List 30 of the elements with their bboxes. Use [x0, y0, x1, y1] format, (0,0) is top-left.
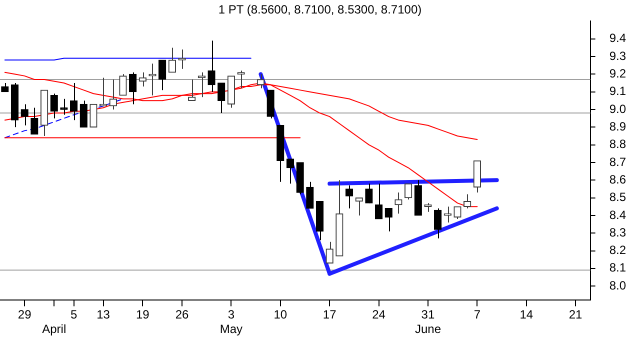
y-tick-label: 8.8: [609, 137, 626, 152]
x-tick-label: 10: [274, 308, 288, 322]
y-tick-label: 9.4: [609, 31, 626, 46]
y-tick-label: 8.5: [609, 190, 626, 204]
y-tick-label: 8.7: [609, 154, 626, 169]
x-tick-label: 26: [175, 308, 190, 322]
y-tick-label: 9.2: [609, 66, 626, 80]
x-tick-label: 14: [520, 308, 534, 322]
y-tick-label: 9.1: [609, 84, 626, 98]
x-tick-label: 29: [18, 308, 32, 322]
x-tick-label: 19: [136, 308, 150, 322]
x-tick-label: 7: [474, 308, 481, 322]
y-tick-label: 8.3: [609, 225, 626, 240]
y-tick-label: 8.2: [609, 243, 626, 258]
x-tick-label: April: [42, 322, 66, 336]
x-tick-label: 21: [568, 308, 583, 322]
y-tick-label: 8.9: [609, 119, 626, 134]
x-tick-label: 17: [322, 308, 337, 322]
x-tick-label: 31 June: [414, 308, 442, 336]
chart-title: 1 PT (8.5600, 8.7100, 8.5300, 8.7100): [218, 2, 422, 16]
x-tick-label: 24: [372, 308, 386, 322]
y-tick-label: 8.1: [609, 260, 626, 275]
x-tick-label: 3 May: [220, 308, 243, 336]
x-tick-label: 13: [96, 308, 110, 322]
x-tick-label: 5: [70, 308, 78, 322]
y-tick-label: 8.4: [609, 208, 626, 222]
y-tick-label: 8.6: [609, 172, 626, 186]
y-tick-label: 9.0: [609, 102, 626, 116]
y-tick-label: 8.0: [609, 278, 626, 292]
y-tick-label: 9.3: [609, 48, 626, 63]
